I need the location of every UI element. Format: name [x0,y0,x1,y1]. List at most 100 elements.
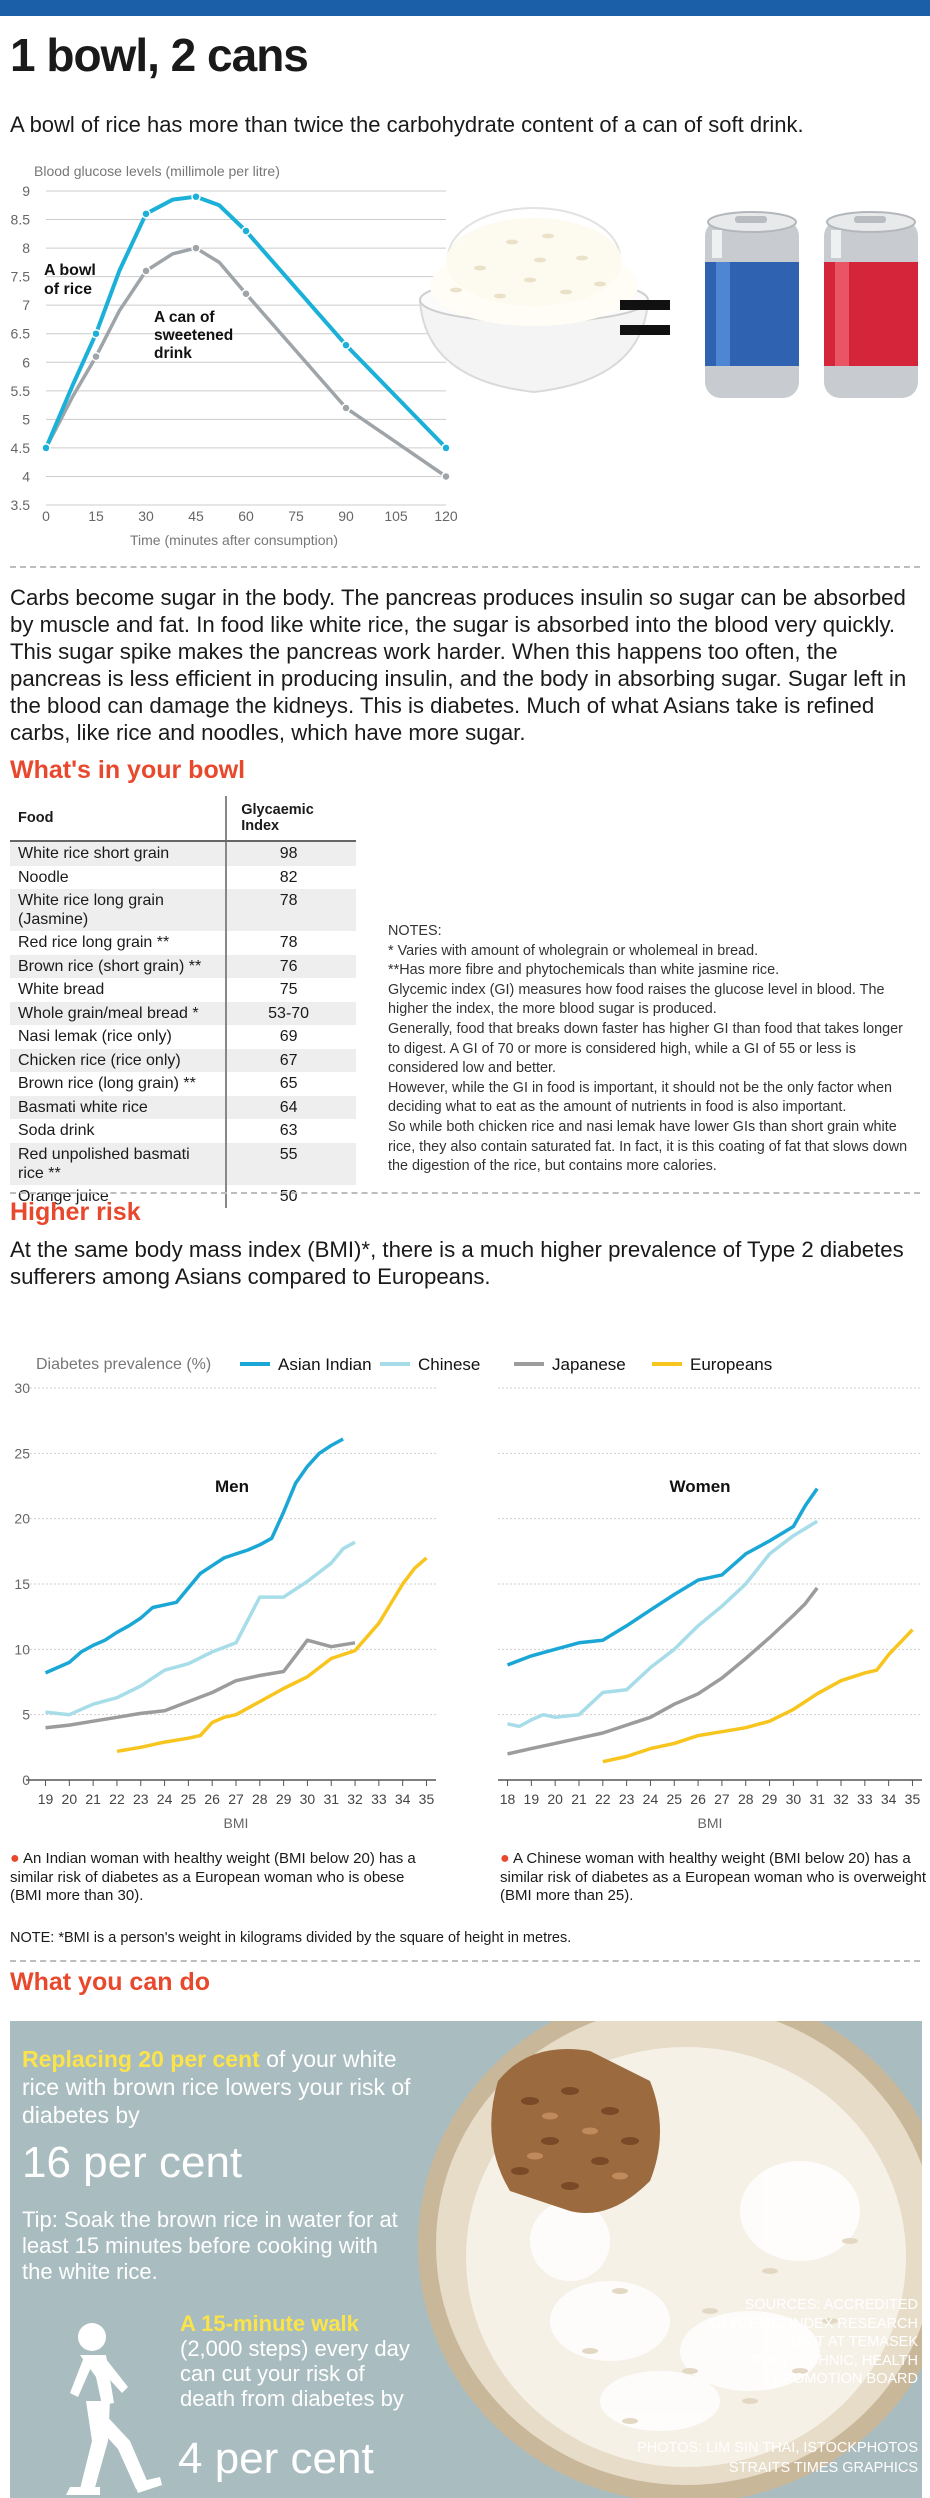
glucose-x-tick-label: 45 [188,508,204,524]
section-divider [10,1192,920,1194]
gi-table-row: White bread 75 [10,978,356,1002]
food-name-cell: Noodle [18,868,69,886]
body-text: Carbs become sugar in the body. The panc… [10,585,907,745]
bullet-dot: ● [500,1850,510,1867]
glucose-data-point [241,289,251,299]
gi-table-row: Whole grain/meal bread * 53-70 [10,1001,356,1025]
walk-highlight: A 15-minute walk [180,2311,359,2336]
food-name-cell: Red rice long grain ** [18,934,170,951]
legend-label: Chinese [418,1355,480,1374]
glucose-x-tick-label: 30 [138,508,154,524]
glucose-y-tick-label: 3.5 [11,497,31,513]
bmi-axis-label: BMI [224,1815,249,1831]
food-name-cell: Brown rice (short grain) ** [10,954,227,978]
walking-person-silhouette [66,2323,162,2495]
glucose-x-tick-label: 0 [42,508,50,524]
glucose-y-tick-label: 9 [22,183,30,199]
legend-label: Europeans [690,1355,772,1374]
gi-table-row: White rice short grain 98 [10,841,356,866]
bmi-tick-label: 31 [323,1791,339,1807]
glucose-y-tick-label: 8 [22,240,30,256]
bmi-tick-label: 18 [500,1791,516,1807]
bmi-tick-label: 35 [419,1791,435,1807]
blue-soda-can [705,211,799,398]
food-name-cell: Whole grain/meal bread * [10,1001,227,1025]
intro-text: A bowl of rice has more than twice the c… [10,112,804,137]
glucose-data-point [141,266,151,276]
section-title-risk: Higher risk [10,1198,141,1226]
women-caption: ● A Chinese woman with healthy weight (B… [500,1850,930,1906]
series-line-chinese [507,1519,819,1729]
gi-value-cell: 78 [225,931,356,955]
gi-table-row: Basmati white rice 64 [10,1095,356,1119]
men-caption: ● An Indian woman with healthy weight (B… [10,1850,440,1906]
bmi-tick-label: 28 [252,1791,268,1807]
bmi-tick-label: 20 [62,1791,78,1807]
gi-col-index: Glycaemic Index [225,796,356,842]
glucose-y-tick-label: 4 [22,468,30,484]
bmi-tick-label: 30 [786,1791,802,1807]
bmi-tick-label: 33 [371,1791,387,1807]
sources-credit: SOURCES: ACCREDITED GLYCEMIC INDEX RESEA… [710,2297,918,2387]
drink-label-line: drink [154,345,192,362]
gi-table-row: Red unpolished basmati rice ** 55 [10,1142,356,1185]
bmi-tick-label: 22 [109,1791,125,1807]
gi-value-cell: 50 [225,1184,356,1208]
gi-value-cell: 63 [225,1119,356,1143]
bmi-tick-label: 32 [347,1791,363,1807]
gi-table-row: Brown rice (long grain) ** 65 [10,1072,356,1096]
prevalence-y-tick-label: 20 [14,1511,30,1527]
gi-table-row: Soda drink 63 [10,1119,356,1143]
drink-label-line: A can of [154,309,215,326]
gi-table-row: Noodle 82 [10,865,356,889]
glucose-y-tick-label: 7.5 [11,269,31,285]
gi-value-cell: 78 [225,889,356,931]
note-line: * Varies with amount of wholegrain or wh… [388,942,759,959]
bmi-tick-label: 34 [881,1791,897,1807]
food-name-cell: Chicken rice (rice only) [10,1048,227,1072]
series-line-asian-indian [506,1487,819,1667]
bmi-tick-label: 19 [38,1791,54,1807]
gi-table-row: Chicken rice (rice only) 67 [10,1048,356,1072]
bmi-tick-label: 34 [395,1791,411,1807]
series-line-chinese [45,1540,356,1717]
tip-text: Tip: Soak the brown rice in water for at… [22,2207,398,2284]
gi-value-cell: 65 [225,1072,356,1096]
bmi-tick-label: 21 [85,1791,101,1807]
glucose-x-axis-label: Time (minutes after consumption) [130,532,338,548]
bullet-dot: ● [10,1850,20,1867]
bmi-tick-label: 20 [547,1791,563,1807]
glucose-x-tick-label: 60 [238,508,254,524]
glucose-data-point [241,226,251,236]
series-line-asian-indian [44,1437,344,1675]
food-name-cell: Nasi lemak (rice only) [18,1028,172,1045]
photo-credit: PHOTOS: LIM SIN THAI, ISTOCKPHOTOS STRAIT… [637,2438,918,2478]
prevalence-y-axis-label: Diabetes prevalence (%) [36,1356,211,1373]
photo-credit-line: PHOTOS: LIM SIN THAI, ISTOCKPHOTOS [637,2440,918,2456]
replace-rest: of your white rice with brown rice lower… [22,2046,411,2128]
gi-value-cell: 75 [225,978,356,1002]
series-line-japanese [507,1586,819,1756]
glucose-y-tick-label: 5 [22,411,30,427]
glucose-x-tick-label: 75 [288,508,304,524]
section-divider [10,1960,920,1962]
gi-value-cell: 82 [225,865,356,889]
bmi-tick-label: 27 [714,1791,730,1807]
note-line: Glycemic index (GI) measures how food ra… [388,981,885,1018]
replace-figure: 16 per cent [22,2138,243,2187]
bmi-tick-label: 24 [643,1791,659,1807]
prevalence-y-tick-label: 25 [14,1445,30,1461]
gi-table-row: Brown rice (short grain) ** 76 [10,954,356,978]
rice-curve-label: A bowl of rice [44,262,100,298]
glucose-y-tick-label: 6.5 [11,326,31,342]
prevalence-y-tick-label: 10 [14,1641,30,1657]
equals-sign [620,300,670,335]
advice-panel: Replacing 20 per cent of your white rice… [10,2021,922,2498]
food-name-cell: Basmati white rice [10,1095,227,1119]
bmi-tick-label: 22 [595,1791,611,1807]
walk-rest: (2,000 steps) every day can cut your ris… [180,2336,410,2411]
bmi-tick-label: 32 [833,1791,849,1807]
bmi-tick-label: 25 [181,1791,197,1807]
glucose-y-tick-label: 7 [22,297,30,313]
glucose-y-axis-label: Blood glucose levels (millimole per litr… [34,163,280,179]
